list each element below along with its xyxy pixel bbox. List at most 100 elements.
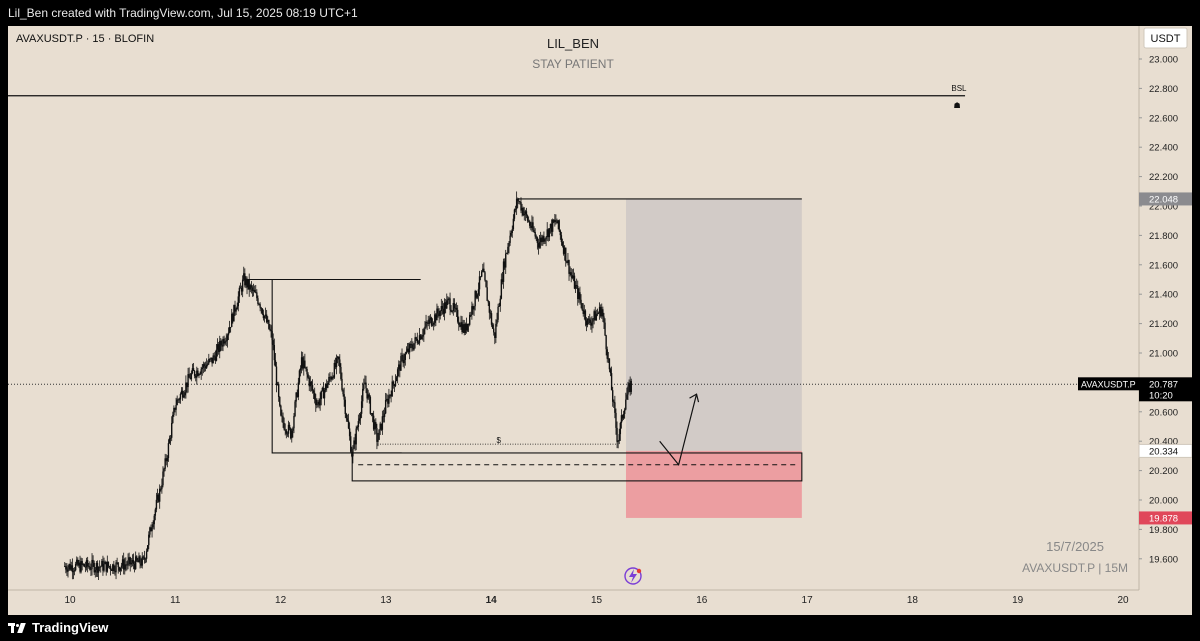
price-chart[interactable]: AVAXUSDT.P · 15 · BLOFIN LIL_BEN STAY PA…	[8, 26, 1192, 615]
candle-body	[502, 261, 505, 282]
candle-body	[202, 364, 205, 368]
stop-loss-zone[interactable]	[625, 450, 802, 518]
candle-body	[501, 279, 504, 282]
candle-body	[497, 306, 499, 320]
candle-body	[200, 369, 202, 374]
candle-body	[284, 429, 286, 431]
price-scale[interactable]: 23.000 22.800 22.600 22.400 22.200 22.000 21.8…	[1138, 26, 1192, 615]
candle-body	[69, 564, 71, 570]
candle-body	[77, 559, 79, 566]
candle-body	[271, 331, 273, 341]
candle-body	[90, 569, 92, 570]
candle-body	[149, 527, 151, 535]
candle-body	[186, 382, 188, 388]
candle-body	[551, 219, 554, 232]
demand-zone-box[interactable]	[351, 452, 803, 482]
candle-body	[276, 383, 279, 386]
candle-body	[224, 341, 226, 344]
candle-body	[594, 311, 596, 321]
chart-pane[interactable]: AVAXUSDT.P · 15 · BLOFIN LIL_BEN STAY PA…	[8, 26, 1192, 615]
candle-body	[338, 356, 340, 360]
candle-body	[458, 321, 460, 325]
candle-body	[505, 253, 507, 268]
candle-body	[142, 556, 145, 558]
tradingview-logo[interactable]: TradingView	[8, 620, 108, 635]
candle-body	[360, 401, 363, 414]
candle-body	[390, 394, 392, 397]
candle-body	[446, 300, 448, 309]
candle-body	[197, 370, 199, 376]
candle-body	[198, 374, 200, 376]
candle-body	[482, 268, 484, 272]
candle-body	[96, 563, 99, 573]
target-price-tag	[1139, 192, 1192, 206]
candle-body	[442, 308, 445, 314]
candle-body	[333, 362, 336, 378]
y-tick-label: 20.000	[1149, 496, 1178, 507]
candle-body	[531, 222, 533, 228]
candle-body	[376, 428, 378, 442]
candle-body	[455, 307, 458, 310]
candle-body	[535, 236, 537, 238]
candle-body	[301, 357, 304, 369]
candle-body	[418, 335, 421, 344]
candle-body	[542, 236, 544, 242]
candle-body	[473, 306, 475, 310]
candle-body	[569, 272, 571, 274]
candle-body	[499, 298, 501, 307]
candle-body	[239, 287, 242, 289]
candle-body	[114, 571, 116, 573]
candle-body	[563, 247, 566, 254]
candle-body	[451, 311, 453, 312]
candle-body	[264, 314, 267, 316]
candle-body	[541, 237, 543, 242]
candle-body	[490, 313, 493, 325]
candle-body	[247, 279, 249, 288]
flash-icon[interactable]	[624, 567, 642, 585]
candle-body	[89, 566, 91, 570]
candle-body	[432, 322, 435, 325]
candle-body	[511, 229, 513, 233]
take-profit-zone[interactable]	[625, 198, 802, 451]
time-axis[interactable]: 10 11 12 13 14 15 16 17 18 19 20	[8, 589, 1139, 606]
x-tick-label: 16	[696, 595, 708, 606]
candle-body	[484, 272, 486, 281]
candle-body	[74, 563, 77, 571]
candle-body	[165, 458, 167, 462]
currency-button[interactable]	[1143, 27, 1188, 49]
candle-body	[460, 322, 462, 327]
candle-body	[356, 426, 358, 429]
candle-body	[622, 413, 625, 419]
candle-body	[166, 458, 169, 462]
candle-body	[545, 237, 547, 240]
candle-body	[68, 564, 70, 568]
chart-date-note: 15/7/2025	[1046, 539, 1104, 554]
candle-body	[518, 200, 520, 202]
candle-body	[474, 290, 476, 307]
symbol-price-tag	[1078, 377, 1139, 391]
candle-body	[161, 485, 163, 490]
x-tick-label: 17	[802, 595, 814, 606]
candle-body	[537, 243, 540, 248]
symbol-legend[interactable]: AVAXUSDT.P · 15 · BLOFIN	[16, 33, 154, 45]
candle-body	[495, 323, 497, 338]
candle-body	[467, 323, 470, 325]
candle-body	[521, 207, 523, 211]
candle-body	[560, 235, 563, 243]
candle-body	[176, 399, 178, 406]
candle-body	[382, 416, 385, 418]
candle-body	[348, 428, 351, 437]
candle-body	[387, 398, 389, 404]
candle-body	[311, 385, 314, 391]
candle-body	[614, 402, 616, 413]
candle-body	[378, 429, 380, 440]
candle-body	[532, 222, 534, 230]
candle-body	[97, 566, 100, 573]
candle-body	[512, 218, 515, 230]
candle-body	[289, 428, 292, 439]
candle-body	[307, 374, 309, 378]
projection-arrow[interactable]	[659, 394, 698, 467]
candle-body	[227, 332, 230, 336]
candle-body	[584, 310, 587, 321]
candle-body	[609, 369, 612, 374]
